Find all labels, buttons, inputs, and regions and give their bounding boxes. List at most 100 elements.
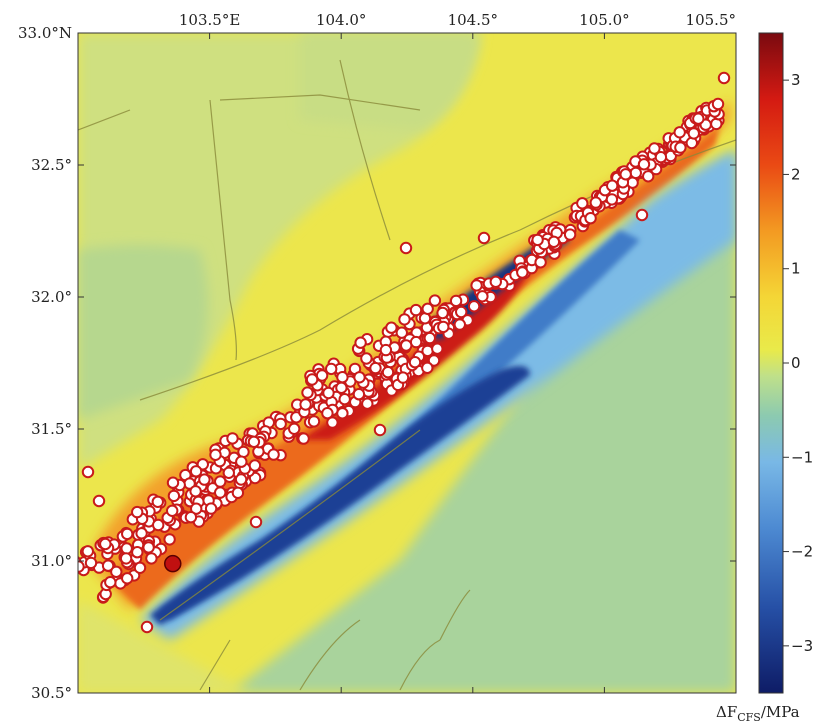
aftershock-marker: [140, 620, 154, 634]
aftershock-marker: [589, 196, 602, 209]
aftershock-marker: [301, 386, 314, 399]
aftershock-marker: [531, 233, 544, 247]
aftershock-marker: [81, 465, 95, 479]
aftershock-marker: [455, 305, 468, 319]
aftershock-marker: [423, 331, 436, 345]
x-tick-label: 103.5°E: [179, 11, 240, 29]
aftershock-marker: [477, 231, 491, 245]
aftershock-marker: [654, 151, 668, 164]
aftershock-marker: [151, 495, 165, 508]
aftershock-marker: [361, 397, 374, 410]
aftershock-marker: [476, 290, 489, 303]
aftershock-marker: [189, 465, 203, 478]
aftershock-marker: [190, 502, 203, 515]
aftershock-marker: [104, 576, 117, 589]
aftershock-marker: [399, 241, 413, 255]
aftershock-marker: [288, 422, 301, 435]
aftershock-marker: [307, 415, 321, 428]
aftershock-marker: [576, 197, 589, 210]
aftershock-marker: [408, 356, 422, 369]
aftershock-marker: [396, 371, 410, 384]
aftershock-marker: [133, 561, 147, 574]
aftershock-marker: [385, 321, 398, 334]
aftershock-marker: [449, 294, 463, 308]
colorbar-unit-label: ΔFCFS/MPa: [716, 703, 800, 724]
aftershock-marker: [267, 448, 280, 461]
aftershock-marker: [400, 339, 413, 352]
aftershock-marker: [395, 326, 408, 339]
aftershock-marker: [248, 459, 262, 472]
aftershock-marker: [354, 336, 367, 349]
x-tick-label: 105.5°: [686, 11, 736, 29]
aftershock-marker: [145, 552, 158, 565]
aftershock-marker: [467, 300, 481, 313]
aftershock-marker: [470, 279, 483, 292]
aftershock-marker: [152, 518, 165, 532]
aftershock-marker: [214, 475, 227, 488]
aftershock-marker: [436, 306, 449, 320]
aftershock-marker: [325, 362, 338, 376]
aftershock-marker: [92, 494, 106, 508]
aftershock-marker: [584, 212, 597, 225]
aftershock-marker: [427, 354, 441, 367]
aftershock-marker: [373, 423, 387, 437]
map-axes: 103.5°E 104.0° 104.5° 105.0° 105.5° 33.0°N 32.…: [18, 11, 737, 702]
aftershock-marker: [214, 486, 227, 499]
aftershock-marker: [120, 542, 133, 555]
x-tick-label: 104.0°: [316, 11, 366, 29]
aftershock-cluster: [78, 71, 731, 634]
aftershock-marker: [710, 117, 723, 131]
aftershock-marker: [673, 126, 686, 139]
aftershock-marker: [687, 127, 700, 140]
aftershock-marker: [204, 502, 218, 515]
aftershock-marker: [409, 303, 423, 317]
aftershock-marker: [226, 432, 239, 445]
aftershock-marker: [563, 228, 577, 241]
aftershock-marker: [321, 407, 334, 420]
aftershock-marker: [315, 369, 329, 382]
y-tick-label: 30.5°: [31, 684, 72, 702]
aftershock-marker: [326, 416, 339, 429]
aftershock-marker: [222, 466, 236, 479]
aftershock-marker: [81, 545, 95, 558]
x-tick-label: 104.5°: [448, 11, 498, 29]
aftershock-marker: [237, 445, 250, 459]
aftershock-marker: [235, 455, 248, 468]
aftershock-marker: [198, 473, 211, 486]
aftershock-marker: [209, 448, 222, 461]
y-tick-label: 31.5°: [31, 420, 72, 438]
aftershock-marker: [409, 335, 423, 349]
aftershock-marker: [234, 473, 248, 486]
aftershock-marker: [297, 432, 310, 445]
aftershock-marker: [398, 313, 411, 326]
aftershock-marker: [110, 565, 123, 578]
aftershock-marker: [619, 168, 632, 181]
aftershock-marker: [547, 235, 561, 249]
aftershock-marker: [381, 366, 395, 379]
aftershock-marker: [167, 489, 181, 503]
aftershock-marker: [338, 393, 351, 406]
aftershock-marker: [135, 527, 148, 540]
map-frame: [77, 32, 737, 694]
colorbar-ramp: [758, 32, 784, 694]
aftershock-marker: [379, 343, 393, 357]
aftershock-marker: [231, 486, 245, 499]
aftershock-marker: [605, 193, 619, 206]
aftershock-marker: [166, 504, 179, 517]
aftershock-marker: [99, 537, 112, 551]
aftershock-marker: [674, 141, 687, 154]
aftershock-marker: [119, 552, 133, 565]
aftershock-marker: [84, 556, 98, 570]
aftershock-marker: [489, 275, 502, 288]
aftershock-marker: [711, 97, 725, 111]
aftershock-marker: [421, 361, 434, 374]
aftershock-marker: [431, 342, 444, 355]
aftershock-marker: [247, 435, 261, 448]
aftershock-marker: [421, 302, 434, 315]
aftershock-marker: [249, 515, 263, 529]
y-tick-label: 33.0°N: [18, 24, 72, 42]
mainshock-marker: [164, 554, 182, 573]
aftershock-marker: [336, 407, 349, 420]
aftershock-marker: [369, 361, 382, 375]
aftershock-marker: [453, 318, 466, 331]
